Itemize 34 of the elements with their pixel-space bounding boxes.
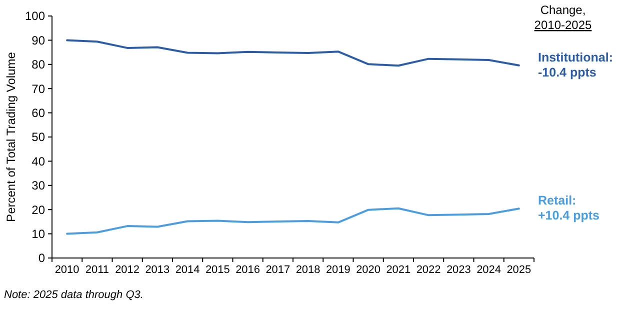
legend-title: Change, 2010-2025 bbox=[534, 3, 592, 32]
x-tick-label: 2017 bbox=[266, 264, 290, 276]
x-tick-label: 2019 bbox=[326, 264, 350, 276]
y-axis-title: Percent of Total Trading Volume bbox=[4, 52, 18, 222]
text: Note: 2025 data through Q3. bbox=[4, 289, 144, 301]
y-tick-label: 70 bbox=[32, 82, 46, 96]
x-tick-label: 2018 bbox=[296, 264, 320, 276]
series-label: Retail: +10.4 ppts bbox=[538, 194, 600, 223]
x-tick-label: 2014 bbox=[175, 264, 200, 276]
x-tick-label: 2025 bbox=[506, 264, 532, 276]
x-tick-label: 2016 bbox=[236, 264, 260, 276]
y-tick-label: 20 bbox=[32, 202, 46, 217]
y-tick-label: 40 bbox=[32, 154, 46, 168]
x-tick-label: 2023 bbox=[446, 264, 471, 276]
y-tick-label: 80 bbox=[32, 58, 46, 72]
y-tick-label: 90 bbox=[32, 33, 46, 48]
y-tick-label: 60 bbox=[32, 106, 46, 120]
y-tick-label: 10 bbox=[32, 227, 46, 241]
x-tick-label: 2013 bbox=[145, 264, 170, 276]
x-tick-label: 2024 bbox=[476, 264, 502, 276]
x-tick-label: 2012 bbox=[115, 264, 140, 276]
series-label: Institutional: -10.4 ppts bbox=[538, 50, 613, 80]
line-series bbox=[66, 39, 520, 67]
x-tick-label: 2022 bbox=[416, 264, 441, 276]
x-tick-label: 2011 bbox=[85, 264, 110, 276]
line-series bbox=[66, 207, 520, 235]
x-tick-label: 2020 bbox=[356, 264, 381, 276]
y-tick-label: 30 bbox=[32, 178, 46, 193]
x-tick-label: 2021 bbox=[386, 264, 411, 276]
y-tick-label: 50 bbox=[32, 130, 46, 144]
x-tick-label: 2015 bbox=[205, 264, 230, 276]
y-tick-label: 0 bbox=[38, 251, 46, 266]
y-tick-label: 100 bbox=[24, 9, 46, 24]
x-tick-label: 2010 bbox=[54, 264, 80, 276]
